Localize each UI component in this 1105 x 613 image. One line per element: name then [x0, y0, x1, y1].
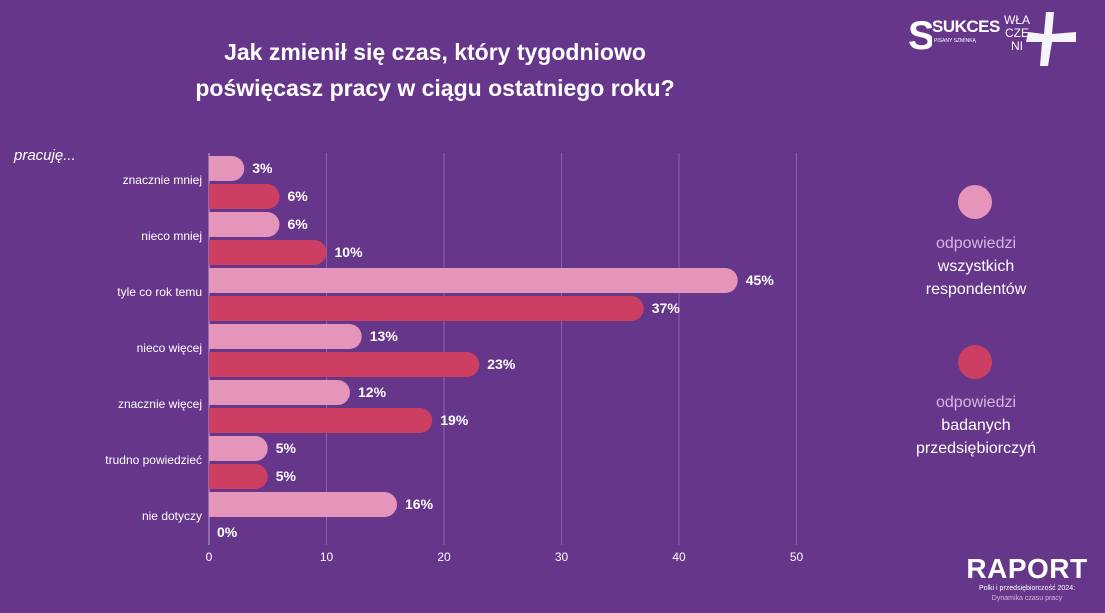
plus-icon: [1026, 12, 1076, 66]
chart-title-line2: poświęcasz pracy w ciągu ostatniego roku…: [195, 75, 675, 101]
x-tick-label: 0: [206, 550, 213, 564]
bar-all-respondents: [209, 268, 738, 293]
bars: [209, 156, 738, 517]
report-subtitle-2: Dynamika czasu pracy: [991, 595, 1063, 602]
bar-all-respondents: [209, 156, 245, 181]
bar-entrepreneurs: [209, 184, 280, 209]
legend-all-line3: respondentów: [925, 281, 1027, 298]
legend-dot-all: [958, 185, 992, 219]
value-label: 6%: [288, 216, 309, 232]
value-label: 3%: [252, 160, 273, 176]
legend-text-all: odpowiedzi wszystkich respondentów: [876, 232, 1076, 301]
value-label: 37%: [652, 300, 681, 316]
report-subtitle-1: Polki i przedsiębiorczość 2024:: [978, 585, 1076, 592]
category-label: trudno powiedzieć: [105, 453, 202, 467]
legend-biz-line3: przedsiębiorczyń: [915, 440, 1037, 457]
report-footer: RAPORT Polki i przedsiębiorczość 2024: D…: [957, 554, 1097, 604]
category-label: nieco mniej: [141, 229, 202, 243]
chart-title: Jak zmienił się czas, który tygodniowo p…: [150, 34, 720, 106]
sukces-mark-icon: S: [908, 14, 935, 58]
bar-all-respondents: [209, 492, 397, 517]
x-tick-label: 50: [790, 550, 804, 564]
value-label: 5%: [276, 440, 297, 456]
bar-all-respondents: [209, 324, 362, 349]
bar-entrepreneurs: [209, 464, 268, 489]
value-label: 13%: [370, 328, 399, 344]
bar-entrepreneurs: [209, 296, 644, 321]
bar-all-respondents: [209, 212, 280, 237]
wlaczeni-text: WŁA CZE NI: [1004, 14, 1030, 53]
bar-entrepreneurs: [209, 352, 480, 377]
sukces-logo: S SUKCES PISANY SZMINKĄ: [908, 14, 1000, 60]
report-title: RAPORT: [966, 553, 1088, 584]
value-label: 10%: [335, 244, 364, 260]
category-label: znacznie mniej: [123, 173, 202, 187]
category-label: nie dotyczy: [142, 509, 202, 523]
legend-all-line2: wszystkich: [937, 258, 1015, 275]
legend-biz-line1: odpowiedzi: [935, 394, 1017, 411]
x-tick-label: 30: [555, 550, 569, 564]
bar-entrepreneurs: [209, 408, 433, 433]
wla-line3: NI: [1011, 39, 1023, 53]
value-label: 45%: [746, 272, 775, 288]
value-label: 6%: [288, 188, 309, 204]
legend-dot-biz: [958, 345, 992, 379]
value-label: 23%: [487, 356, 516, 372]
value-label: 0%: [217, 524, 238, 540]
bar-entrepreneurs: [209, 239, 327, 265]
x-tick-label: 10: [320, 550, 334, 564]
legend-biz-line2: badanych: [941, 417, 1011, 434]
wlaczeni-logo: WŁA CZE NI: [996, 10, 1086, 70]
wla-line2: CZE: [1005, 26, 1029, 40]
value-label: 5%: [276, 468, 297, 484]
value-label: 16%: [405, 496, 434, 512]
chart-title-line1: Jak zmienił się czas, który tygodniowo: [224, 39, 646, 65]
wla-line1: WŁA: [1004, 13, 1031, 27]
value-label: 12%: [358, 384, 387, 400]
bar-all-respondents: [209, 380, 350, 405]
value-label: 19%: [440, 412, 469, 428]
x-tick-label: 20: [437, 550, 451, 564]
sukces-mark: S: [908, 15, 932, 55]
x-tick-label: 40: [672, 550, 686, 564]
category-prefix: pracuję...: [14, 147, 76, 164]
legend-text-biz: odpowiedzi badanych przedsiębiorczyń: [876, 391, 1076, 460]
labels: 0 10 20 30 40 50 znacznie mniej 3% 6% nieco mniej…: [105, 160, 803, 564]
sukces-brand: SUKCES: [932, 17, 1000, 36]
category-label: tyle co rok temu: [117, 285, 202, 299]
bar-all-respondents: [209, 436, 268, 461]
category-label: nieco więcej: [137, 341, 202, 355]
legend-all-line1: odpowiedzi: [935, 235, 1017, 252]
sukces-sub: PISANY SZMINKĄ: [934, 38, 976, 44]
category-label: znacznie więcej: [118, 397, 202, 411]
